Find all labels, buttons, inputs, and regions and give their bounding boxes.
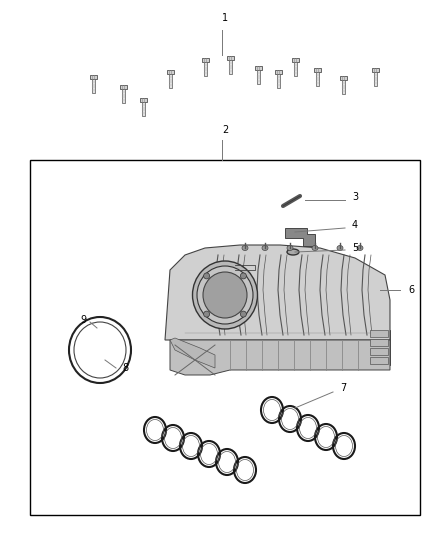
Ellipse shape: [287, 249, 299, 255]
Bar: [339, 76, 346, 80]
Bar: [254, 66, 261, 70]
Bar: [120, 85, 127, 89]
Ellipse shape: [240, 273, 247, 279]
Text: 1: 1: [222, 13, 228, 23]
Text: 7: 7: [340, 383, 346, 393]
Polygon shape: [165, 245, 390, 340]
Ellipse shape: [204, 273, 210, 279]
Bar: [169, 74, 172, 88]
Bar: [276, 74, 279, 88]
Ellipse shape: [242, 246, 248, 251]
Bar: [293, 62, 297, 76]
Bar: [370, 348, 388, 355]
Bar: [92, 79, 95, 93]
Text: 9: 9: [80, 315, 86, 325]
Bar: [166, 70, 173, 74]
Text: 6: 6: [408, 285, 414, 295]
Ellipse shape: [240, 311, 247, 317]
Bar: [374, 72, 377, 86]
Polygon shape: [285, 228, 315, 246]
Ellipse shape: [357, 246, 363, 251]
Bar: [342, 80, 345, 94]
Bar: [226, 56, 233, 60]
Ellipse shape: [262, 246, 268, 251]
Bar: [292, 58, 299, 62]
Bar: [121, 89, 124, 103]
Bar: [89, 75, 96, 79]
Text: 2: 2: [222, 125, 228, 135]
Text: 5: 5: [352, 243, 358, 253]
Bar: [204, 62, 206, 76]
Bar: [370, 339, 388, 346]
Bar: [371, 68, 378, 72]
Ellipse shape: [197, 266, 253, 324]
Polygon shape: [170, 338, 215, 368]
Bar: [229, 60, 232, 74]
Polygon shape: [170, 340, 390, 375]
Bar: [257, 70, 259, 84]
Ellipse shape: [287, 246, 293, 251]
Ellipse shape: [312, 246, 318, 251]
Bar: [370, 330, 388, 337]
Bar: [170, 330, 390, 365]
Ellipse shape: [337, 246, 343, 251]
Bar: [139, 98, 146, 102]
Text: 3: 3: [352, 192, 358, 202]
Bar: [314, 68, 321, 72]
Bar: [141, 102, 145, 116]
Ellipse shape: [204, 311, 210, 317]
Bar: [201, 58, 208, 62]
Bar: [275, 70, 282, 74]
Text: 4: 4: [352, 220, 358, 230]
Ellipse shape: [203, 272, 247, 318]
Bar: [370, 357, 388, 364]
Text: 8: 8: [122, 363, 128, 373]
Bar: [315, 72, 318, 86]
Ellipse shape: [192, 261, 258, 329]
Bar: [30, 160, 420, 515]
